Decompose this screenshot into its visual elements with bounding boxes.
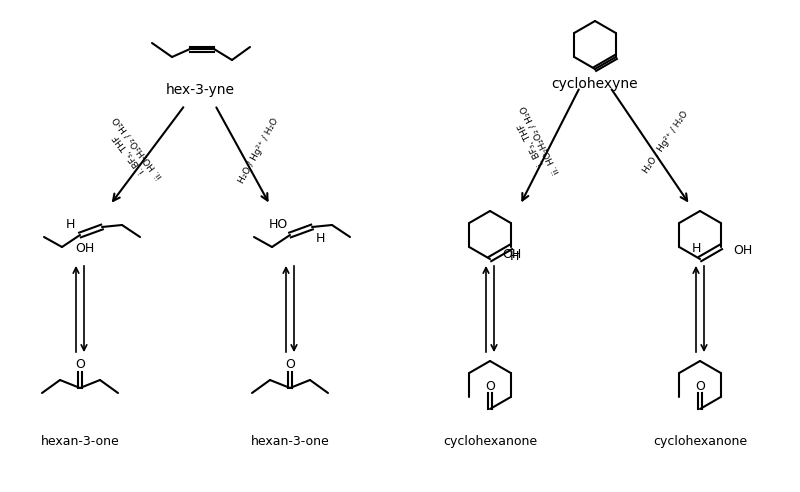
Text: O: O	[485, 379, 495, 393]
Text: OH: OH	[733, 245, 752, 257]
Text: H₂O / Hg²⁺ / H₂O: H₂O / Hg²⁺ / H₂O	[642, 109, 690, 175]
Text: hexan-3-one: hexan-3-one	[250, 435, 330, 448]
Text: hexan-3-one: hexan-3-one	[41, 435, 119, 448]
Text: OH: OH	[502, 248, 522, 262]
Text: i. BF₃, THF
ii. HO₂H₂O₂ / H₂O: i. BF₃, THF ii. HO₂H₂O₂ / H₂O	[510, 104, 562, 180]
Text: cyclohexanone: cyclohexanone	[653, 435, 747, 448]
Text: OH: OH	[75, 243, 94, 255]
Text: O: O	[695, 379, 705, 393]
Text: H: H	[691, 243, 701, 255]
Text: hex-3-yne: hex-3-yne	[166, 83, 234, 97]
Text: HO: HO	[268, 217, 288, 230]
Text: cyclohexanone: cyclohexanone	[443, 435, 537, 448]
Text: O: O	[75, 359, 85, 371]
Text: H: H	[315, 233, 325, 246]
Text: O: O	[285, 359, 295, 371]
Text: H: H	[510, 250, 519, 264]
Text: cyclohexyne: cyclohexyne	[552, 77, 638, 91]
Text: H: H	[66, 218, 74, 232]
Text: i. BF₃, THF
ii. HO₂H₂O₂ / H₂O: i. BF₃, THF ii. HO₂H₂O₂ / H₂O	[103, 115, 164, 187]
Text: H₂O / Hg²⁺ / H₂O: H₂O / Hg²⁺ / H₂O	[237, 117, 280, 185]
